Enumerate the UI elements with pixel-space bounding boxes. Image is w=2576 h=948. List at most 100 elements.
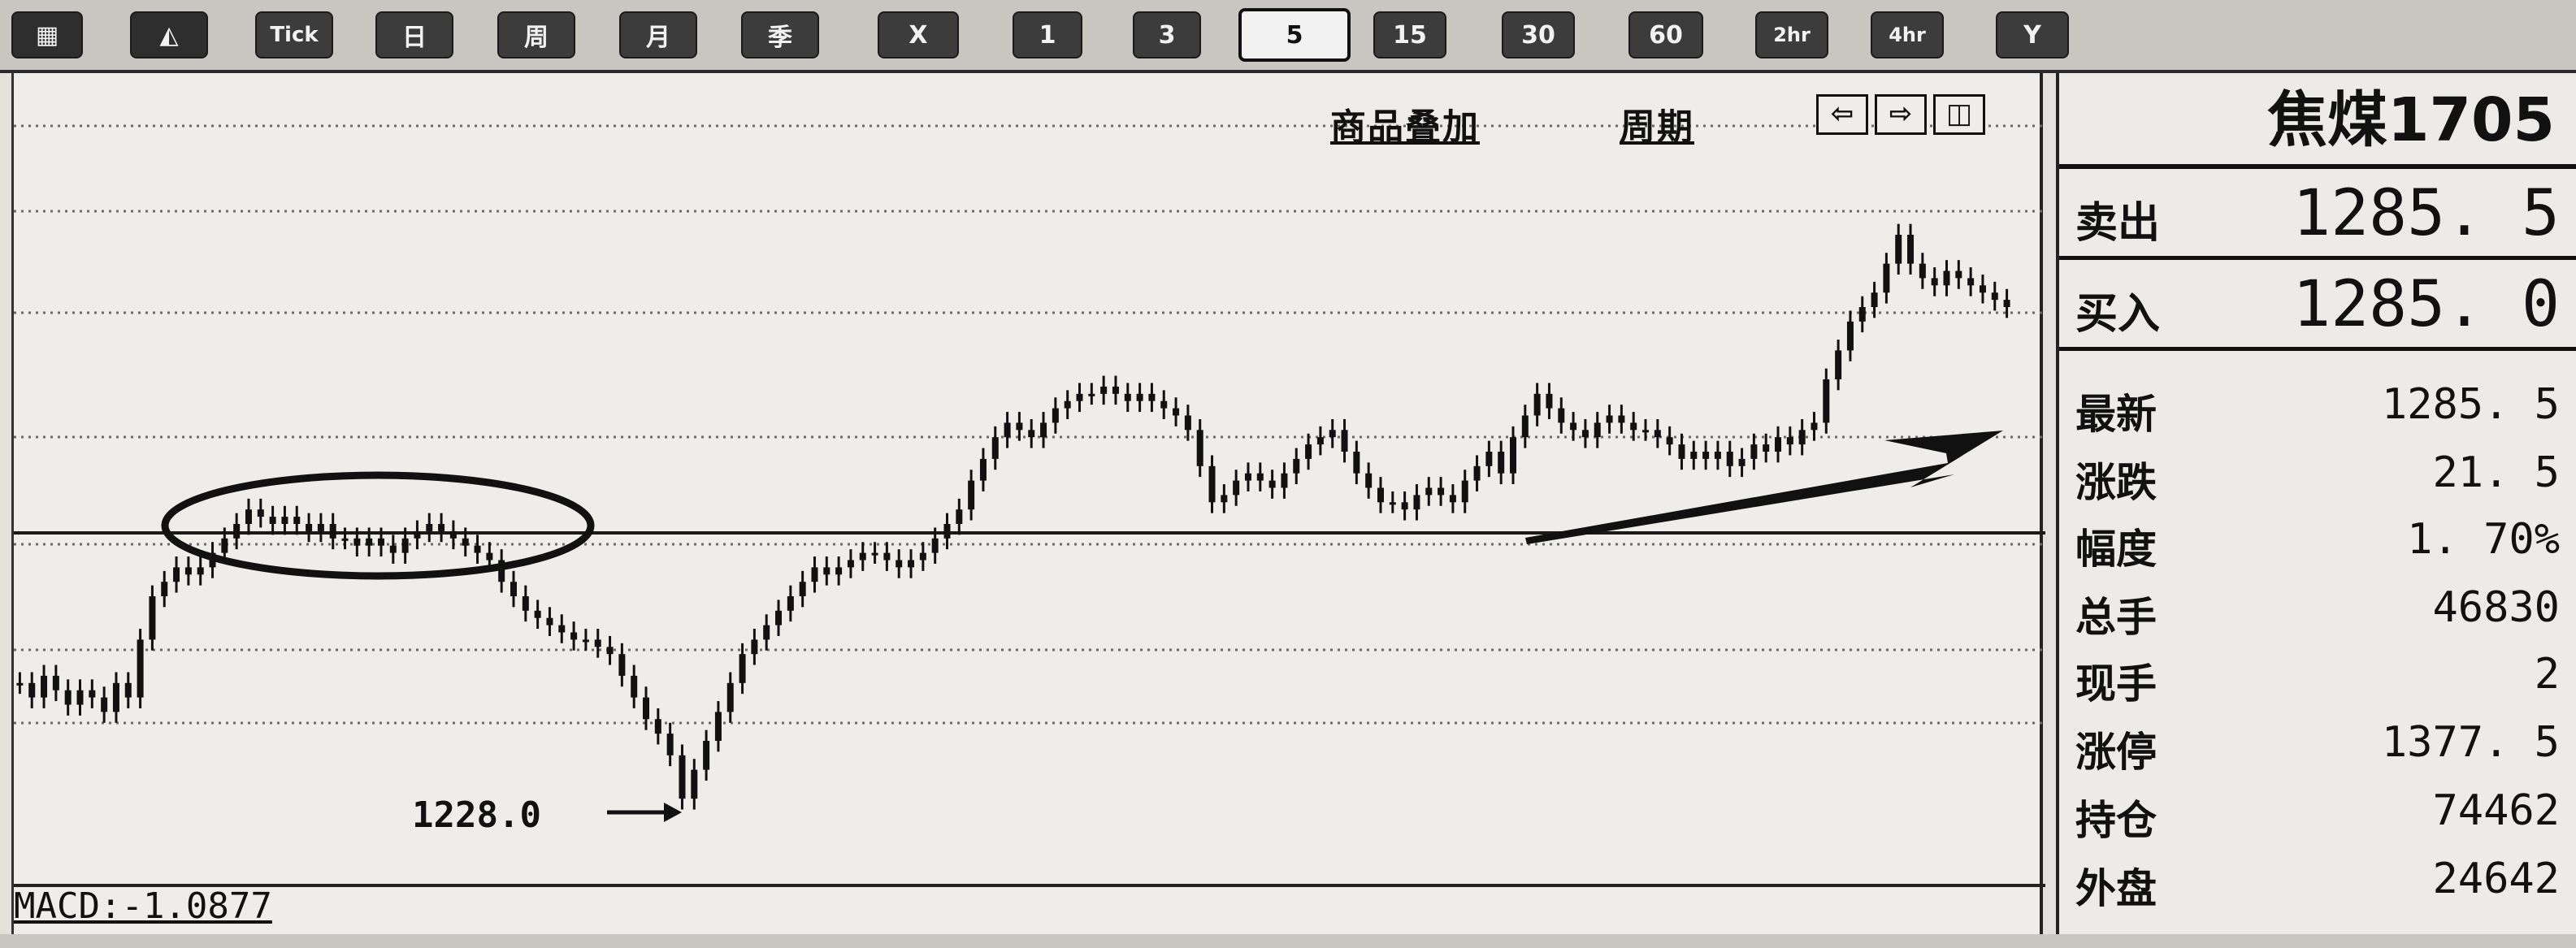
- period-toolbar: ▦ ◭ Tick 日 周 月 季 X 1 3 5 15 30 60 2hr 4h…: [0, 0, 2576, 73]
- week-button[interactable]: 周: [497, 11, 575, 58]
- candle-body: [1895, 235, 1902, 264]
- period-5-button[interactable]: 5: [1238, 8, 1351, 62]
- candle-body: [1738, 458, 1746, 466]
- day-button[interactable]: 日: [375, 11, 453, 58]
- split-view-icon[interactable]: ◫: [1933, 94, 1985, 135]
- candle-body: [401, 538, 409, 553]
- year-button[interactable]: Y: [1996, 11, 2069, 58]
- x-button[interactable]: X: [878, 11, 959, 58]
- period-3-button[interactable]: 3: [1133, 11, 1201, 58]
- period-15-button[interactable]: 15: [1373, 11, 1446, 58]
- candle-body: [979, 458, 987, 481]
- candle-body: [486, 552, 493, 561]
- candle-body: [1485, 452, 1493, 466]
- candle-body: [691, 769, 698, 799]
- candle-body: [919, 552, 926, 561]
- candle-body: [28, 682, 36, 698]
- candle-body: [1316, 437, 1324, 445]
- candlestick-chart[interactable]: [14, 73, 2045, 934]
- candle-body: [474, 545, 481, 553]
- low-price-label: 1228.0: [412, 794, 541, 836]
- stat-value: 46830: [2432, 583, 2560, 632]
- grid-icon[interactable]: ▦: [11, 11, 83, 58]
- candle-body: [1786, 437, 1793, 445]
- candle-body: [1581, 430, 1589, 438]
- candle-body: [1498, 452, 1505, 474]
- chart-panel[interactable]: 商品叠加 周期 ⇦ ⇨ ◫ 1228.0 MACD:-1.0877: [11, 73, 2045, 934]
- candle-body: [76, 690, 84, 705]
- low-pointer-icon: [607, 803, 682, 822]
- candle-body: [1389, 502, 1396, 505]
- month-button[interactable]: 月: [619, 11, 697, 58]
- stat-label: 幅度: [2075, 526, 2157, 573]
- period-4hr-button[interactable]: 4hr: [1871, 11, 1944, 58]
- candle-body: [1293, 458, 1300, 474]
- candle-body: [498, 560, 505, 582]
- period-menu[interactable]: 周期: [1620, 106, 1694, 148]
- candle-body: [606, 647, 614, 655]
- candle-body: [654, 719, 661, 734]
- season-button[interactable]: 季: [741, 11, 819, 58]
- candle-body: [618, 654, 626, 676]
- period-1-button[interactable]: 1: [1013, 11, 1082, 58]
- candle-body: [1570, 422, 1577, 431]
- candle-body: [173, 567, 180, 582]
- scroll-left-icon[interactable]: ⇦: [1816, 94, 1868, 135]
- stat-row-volume: 总手 46830: [2059, 578, 2576, 643]
- candle-body: [1148, 393, 1156, 401]
- candle-body: [1268, 480, 1276, 488]
- chart-icon[interactable]: ◭: [130, 11, 208, 58]
- candle-body: [1196, 430, 1203, 466]
- candle-body: [943, 524, 951, 539]
- candle-body: [1618, 415, 1625, 423]
- candle-body: [1919, 263, 1926, 279]
- stat-value: 1. 70%: [2407, 515, 2560, 564]
- candle-body: [799, 582, 806, 596]
- candle-body: [317, 524, 324, 531]
- overlay-menu[interactable]: 商品叠加: [1330, 106, 1480, 148]
- highlight-ellipse: [161, 471, 595, 580]
- stat-label: 最新: [2075, 391, 2157, 438]
- candle-body: [883, 552, 891, 561]
- candle-body: [257, 509, 264, 517]
- candle-body: [89, 690, 96, 698]
- candle-body: [149, 596, 156, 640]
- candle-body: [991, 437, 999, 459]
- tick-button[interactable]: Tick: [255, 11, 333, 58]
- stat-row-change: 涨跌 21. 5: [2059, 444, 2576, 509]
- candle-body: [1955, 271, 1962, 279]
- candle-body: [1365, 473, 1373, 488]
- candle-body: [2003, 300, 2010, 307]
- candle-body: [739, 654, 746, 683]
- candle-body: [1401, 502, 1408, 510]
- candle-body: [582, 639, 589, 643]
- candle-body: [1835, 350, 1842, 379]
- stat-value: 21. 5: [2432, 448, 2560, 497]
- stat-label: 总手: [2075, 594, 2157, 641]
- candle-body: [570, 632, 578, 640]
- candle-body: [1208, 465, 1216, 503]
- candle-body: [1136, 393, 1143, 401]
- candle-body: [787, 596, 794, 611]
- candle-body: [221, 538, 228, 553]
- candle-body: [847, 560, 854, 568]
- candle-body: [631, 675, 638, 698]
- candle-body: [859, 552, 866, 561]
- candle-body: [811, 567, 818, 582]
- period-60-button[interactable]: 60: [1628, 11, 1703, 58]
- candle-body: [931, 538, 939, 553]
- candle-body: [510, 582, 517, 596]
- candle-body: [775, 610, 783, 626]
- stat-value: 2: [2534, 650, 2560, 699]
- candle-body: [101, 697, 108, 712]
- period-30-button[interactable]: 30: [1502, 11, 1575, 58]
- period-2hr-button[interactable]: 2hr: [1755, 11, 1828, 58]
- candle-body: [968, 480, 975, 510]
- candle-body: [1606, 415, 1613, 423]
- candle-body: [1040, 422, 1047, 438]
- scroll-right-icon[interactable]: ⇨: [1875, 94, 1927, 135]
- candle-body: [1510, 437, 1516, 474]
- candle-body: [1461, 480, 1468, 503]
- candle-body: [161, 582, 168, 596]
- candle-body: [389, 545, 397, 553]
